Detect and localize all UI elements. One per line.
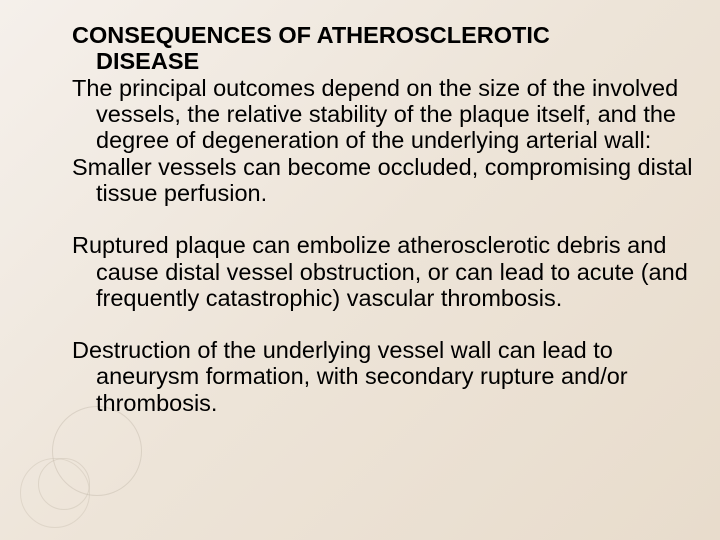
slide-heading: CONSEQUENCES OF ATHEROSCLEROTIC DISEASE [72, 22, 712, 75]
decorative-circle-icon [20, 458, 90, 528]
paragraph-gap [72, 311, 712, 337]
paragraph: Ruptured plaque can embolize atheroscler… [72, 232, 712, 311]
paragraph: The principal outcomes depend on the siz… [72, 75, 712, 154]
paragraph: Destruction of the underlying vessel wal… [72, 337, 712, 416]
paragraph-gap [72, 206, 712, 232]
heading-line-1: CONSEQUENCES OF ATHEROSCLEROTIC [72, 22, 550, 48]
heading-line-2: DISEASE [72, 48, 712, 74]
paragraph: Smaller vessels can become occluded, com… [72, 154, 712, 207]
slide-content: CONSEQUENCES OF ATHEROSCLEROTIC DISEASE … [72, 22, 712, 416]
